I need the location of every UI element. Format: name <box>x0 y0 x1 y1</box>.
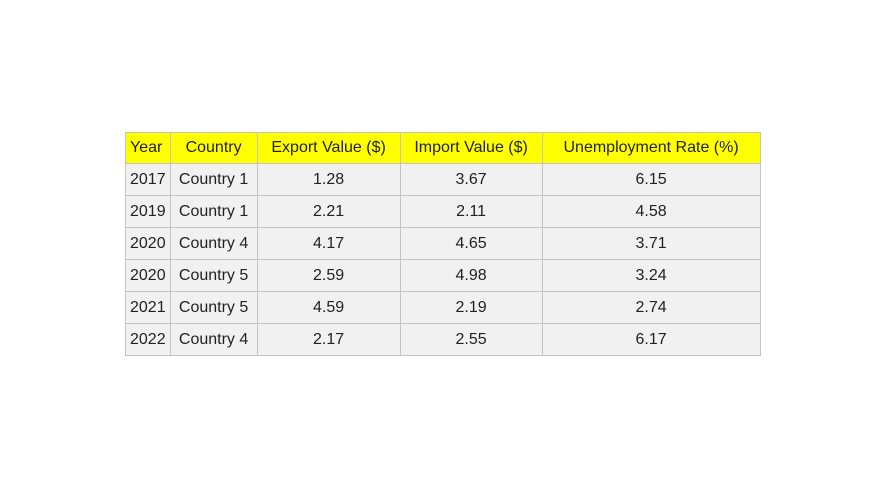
cell-unemployment-rate: 3.71 <box>541 227 761 260</box>
cell-export-value: 1.28 <box>256 163 401 196</box>
cell-country: Country 4 <box>169 227 258 260</box>
cell-country: Country 5 <box>169 259 258 292</box>
column-header-import-value: Import Value ($) <box>399 132 543 164</box>
cell-country: Country 1 <box>169 195 258 228</box>
table-row: 2022 Country 4 2.17 2.55 6.17 <box>125 323 761 356</box>
cell-country: Country 1 <box>169 163 258 196</box>
cell-unemployment-rate: 6.15 <box>541 163 761 196</box>
cell-country: Country 5 <box>169 291 258 324</box>
cell-import-value: 2.55 <box>399 323 543 356</box>
table-row: 2017 Country 1 1.28 3.67 6.15 <box>125 163 761 196</box>
cell-import-value: 4.98 <box>399 259 543 292</box>
column-header-unemployment-rate: Unemployment Rate (%) <box>541 132 761 164</box>
cell-year: 2022 <box>125 323 171 356</box>
column-header-export-value: Export Value ($) <box>256 132 401 164</box>
cell-unemployment-rate: 6.17 <box>541 323 761 356</box>
cell-year: 2019 <box>125 195 171 228</box>
column-header-country: Country <box>169 132 258 164</box>
cell-import-value: 3.67 <box>399 163 543 196</box>
table-row: 2020 Country 5 2.59 4.98 3.24 <box>125 259 761 292</box>
cell-year: 2020 <box>125 259 171 292</box>
cell-unemployment-rate: 2.74 <box>541 291 761 324</box>
table-row: 2019 Country 1 2.21 2.11 4.58 <box>125 195 761 228</box>
cell-unemployment-rate: 3.24 <box>541 259 761 292</box>
cell-export-value: 2.59 <box>256 259 401 292</box>
cell-year: 2017 <box>125 163 171 196</box>
table-row: 2021 Country 5 4.59 2.19 2.74 <box>125 291 761 324</box>
cell-year: 2020 <box>125 227 171 260</box>
cell-export-value: 2.17 <box>256 323 401 356</box>
table-row: 2020 Country 4 4.17 4.65 3.71 <box>125 227 761 260</box>
cell-import-value: 2.19 <box>399 291 543 324</box>
data-table: Year Country Export Value ($) Import Val… <box>125 132 761 356</box>
table-header-row: Year Country Export Value ($) Import Val… <box>125 132 761 164</box>
cell-country: Country 4 <box>169 323 258 356</box>
cell-import-value: 2.11 <box>399 195 543 228</box>
cell-unemployment-rate: 4.58 <box>541 195 761 228</box>
cell-export-value: 4.59 <box>256 291 401 324</box>
cell-export-value: 2.21 <box>256 195 401 228</box>
column-header-year: Year <box>125 132 171 164</box>
cell-import-value: 4.65 <box>399 227 543 260</box>
data-table-container: Year Country Export Value ($) Import Val… <box>125 132 761 356</box>
cell-export-value: 4.17 <box>256 227 401 260</box>
cell-year: 2021 <box>125 291 171 324</box>
